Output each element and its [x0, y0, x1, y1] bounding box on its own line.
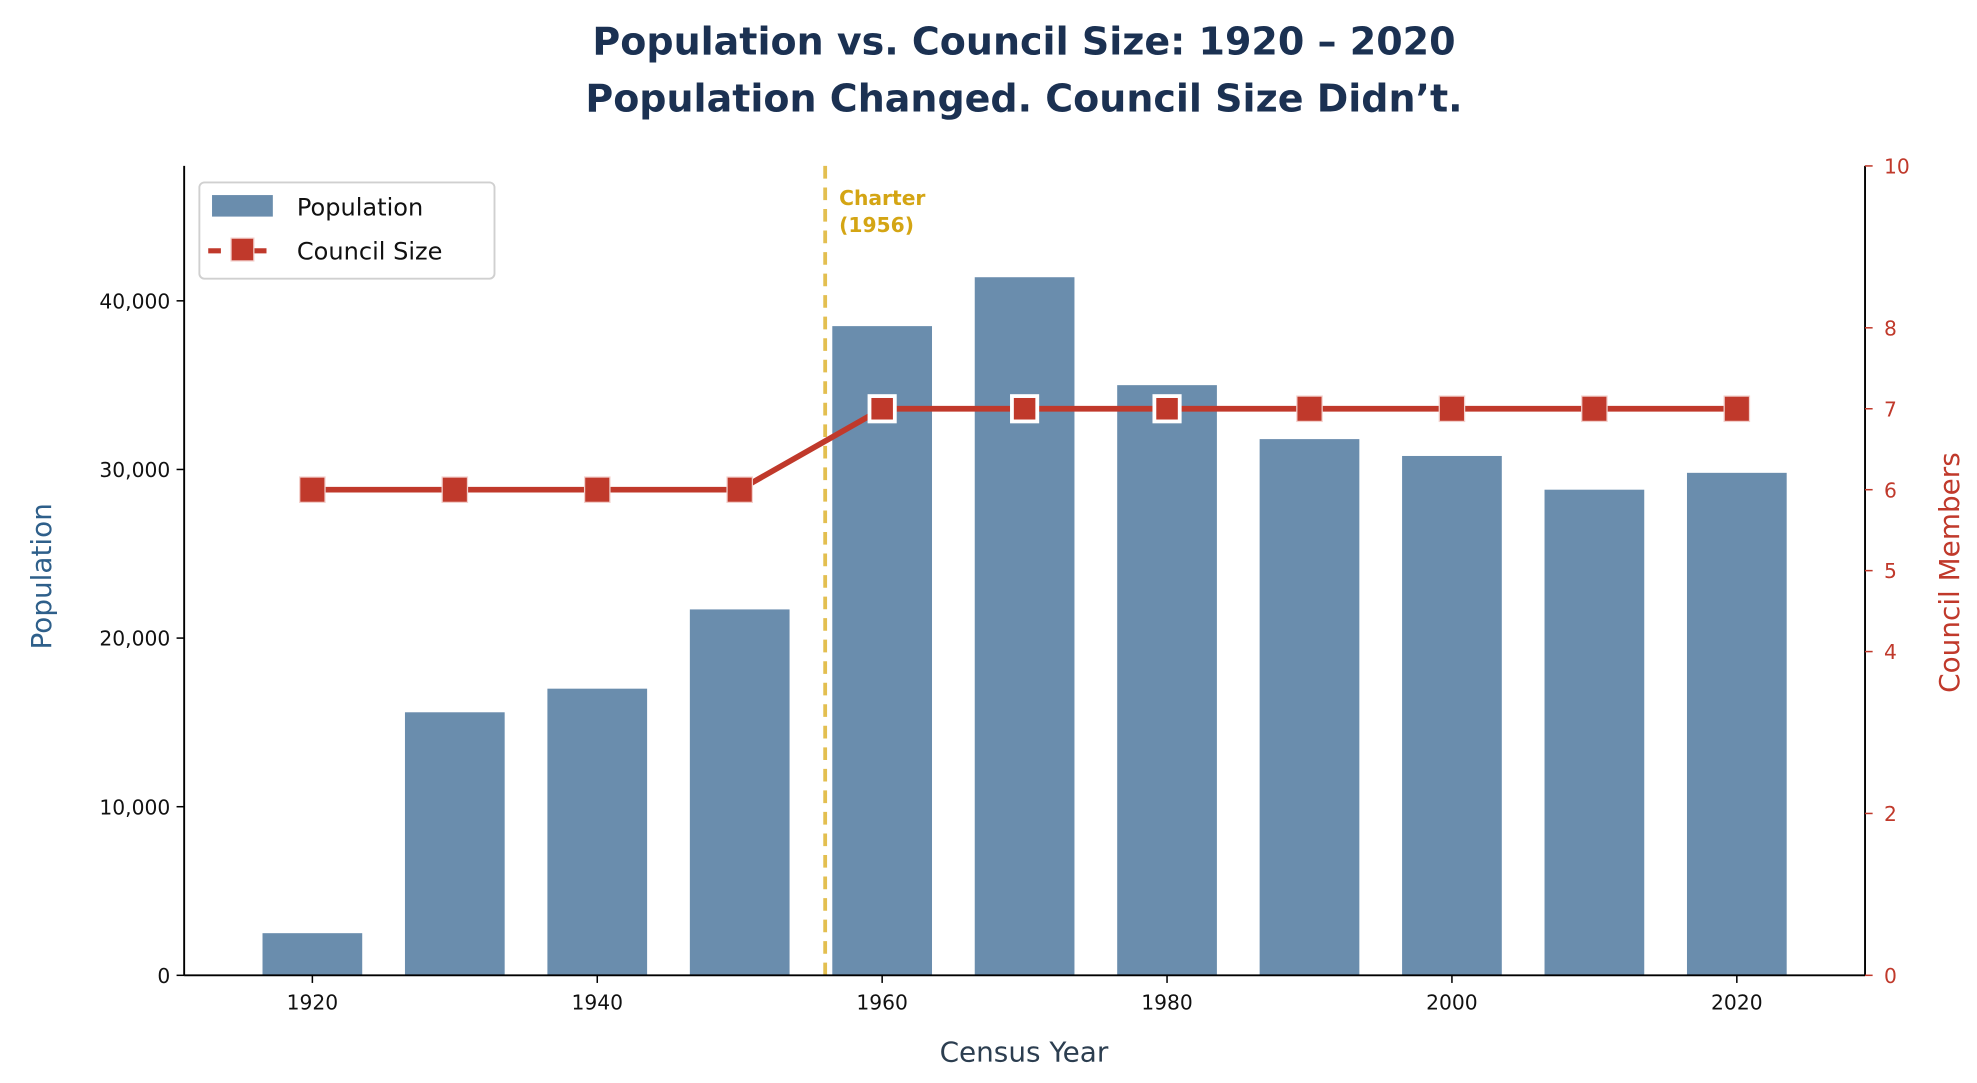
bar-1940: [547, 688, 648, 976]
council-marker-2010: [1581, 395, 1608, 423]
council-marker-1940: [583, 476, 611, 503]
chart-subtitle: Population Changed. Council Size Didn’t.: [585, 76, 1462, 120]
charter-label: Charter: [839, 186, 925, 210]
bar-1950: [689, 609, 790, 976]
bars: [262, 277, 1787, 976]
y2-tick-label: 6: [1884, 478, 1897, 502]
chart-title: Population vs. Council Size: 1920 – 2020: [592, 19, 1455, 63]
council-marker-1920: [299, 476, 326, 503]
y2-tick-label: 10: [1884, 155, 1910, 179]
x-tick-label: 1940: [571, 991, 623, 1015]
x-tick-label: 1980: [1141, 991, 1193, 1015]
bar-2000: [1402, 455, 1502, 976]
council-marker-1980: [1152, 394, 1182, 424]
axes: 0 10,000 20,000 30,000 40,000 0 2 4 5 6 7 8 10 1920 19…: [99, 155, 1909, 1015]
y-tick-label: 30,000: [99, 458, 170, 482]
council-line: [299, 394, 1751, 503]
x-axis-label: Census Year: [940, 1035, 1109, 1068]
bar-1960: [832, 326, 933, 976]
y2-tick-label: 7: [1884, 397, 1897, 421]
y2-tick-label: 5: [1884, 559, 1897, 583]
y2-tick-label: 0: [1884, 964, 1897, 988]
y-tick-label: 40,000: [99, 289, 170, 313]
annotation: Charter (1956): [823, 165, 925, 976]
y2-tick-label: 8: [1884, 316, 1897, 340]
y2-axis-label: Council Members: [1933, 452, 1966, 693]
bar-1990: [1259, 439, 1360, 976]
council-marker-1930: [441, 476, 469, 503]
bar-1980: [1117, 385, 1217, 976]
bar-1970: [974, 277, 1075, 976]
x-tick-label: 1920: [287, 991, 339, 1015]
y-tick-label: 10,000: [99, 795, 170, 819]
council-marker-1990: [1296, 395, 1323, 423]
legend-label-council: Council Size: [297, 238, 443, 266]
legend-frame: [198, 181, 496, 280]
council-marker-1950: [726, 476, 754, 503]
x-tick-label: 2000: [1426, 991, 1478, 1015]
legend-swatch-population: [212, 195, 273, 217]
legend: Population Council Size: [198, 181, 496, 280]
council-marker-1970: [1010, 394, 1040, 424]
bar-2020: [1686, 472, 1787, 976]
x-tick-label: 2020: [1711, 991, 1763, 1015]
legend-label-population: Population: [297, 193, 423, 221]
council-marker-2000: [1438, 395, 1466, 423]
y2-tick-label: 4: [1884, 640, 1897, 664]
y-axis-label: Population: [25, 503, 58, 649]
x-tick-label: 1960: [856, 991, 908, 1015]
y-tick-label: 20,000: [99, 627, 170, 651]
bar-2010: [1544, 489, 1645, 976]
charter-label: (1956): [839, 213, 914, 237]
legend-swatch-council-marker: [230, 237, 255, 262]
council-marker-1960: [867, 394, 897, 424]
bar-1920: [262, 933, 363, 976]
bar-1930: [404, 712, 505, 976]
y2-tick-label: 2: [1884, 802, 1897, 826]
council-marker-2020: [1723, 395, 1751, 423]
y-tick-label: 0: [157, 964, 170, 988]
